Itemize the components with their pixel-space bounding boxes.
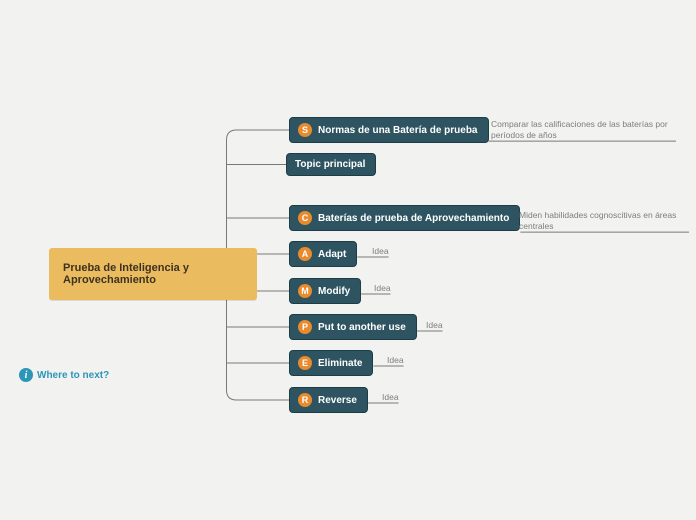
node-label-baterias: Baterías de prueba de Aprovechamiento bbox=[318, 213, 509, 224]
node-reverse[interactable]: R Reverse bbox=[289, 387, 368, 413]
leaf-eliminate: Idea bbox=[387, 355, 404, 366]
badge-eliminate: E bbox=[298, 356, 312, 370]
leaf-modify: Idea bbox=[374, 283, 391, 294]
badge-reverse: R bbox=[298, 393, 312, 407]
root-node[interactable]: Prueba de Inteligencia y Aprovechamiento bbox=[49, 248, 257, 300]
node-label-topic: Topic principal bbox=[295, 159, 365, 170]
node-baterias[interactable]: C Baterías de prueba de Aprovechamiento bbox=[289, 205, 520, 231]
badge-modify: M bbox=[298, 284, 312, 298]
node-label-put: Put to another use bbox=[318, 322, 406, 333]
root-label: Prueba de Inteligencia y Aprovechamiento bbox=[63, 262, 189, 286]
info-icon: i bbox=[19, 368, 33, 382]
node-eliminate[interactable]: E Eliminate bbox=[289, 350, 373, 376]
node-adapt[interactable]: A Adapt bbox=[289, 241, 357, 267]
badge-adapt: A bbox=[298, 247, 312, 261]
leaf-adapt: Idea bbox=[372, 246, 389, 257]
where-to-next-label: Where to next? bbox=[37, 370, 109, 381]
leaf-reverse: Idea bbox=[382, 392, 399, 403]
leaf-put: Idea bbox=[426, 320, 443, 331]
node-put[interactable]: P Put to another use bbox=[289, 314, 417, 340]
node-label-normas: Normas de una Batería de prueba bbox=[318, 125, 478, 136]
leaf-baterias: Miden habilidades cognoscitivas en áreas… bbox=[519, 210, 689, 232]
node-label-modify: Modify bbox=[318, 286, 350, 297]
where-to-next-link[interactable]: i Where to next? bbox=[19, 368, 109, 382]
badge-baterias: C bbox=[298, 211, 312, 225]
badge-normas: S bbox=[298, 123, 312, 137]
node-topic[interactable]: Topic principal bbox=[286, 153, 376, 176]
node-label-adapt: Adapt bbox=[318, 249, 346, 260]
node-modify[interactable]: M Modify bbox=[289, 278, 361, 304]
node-normas[interactable]: S Normas de una Batería de prueba bbox=[289, 117, 489, 143]
node-label-eliminate: Eliminate bbox=[318, 358, 362, 369]
badge-put: P bbox=[298, 320, 312, 334]
node-label-reverse: Reverse bbox=[318, 395, 357, 406]
leaf-normas: Comparar las calificaciones de las bater… bbox=[491, 119, 676, 141]
